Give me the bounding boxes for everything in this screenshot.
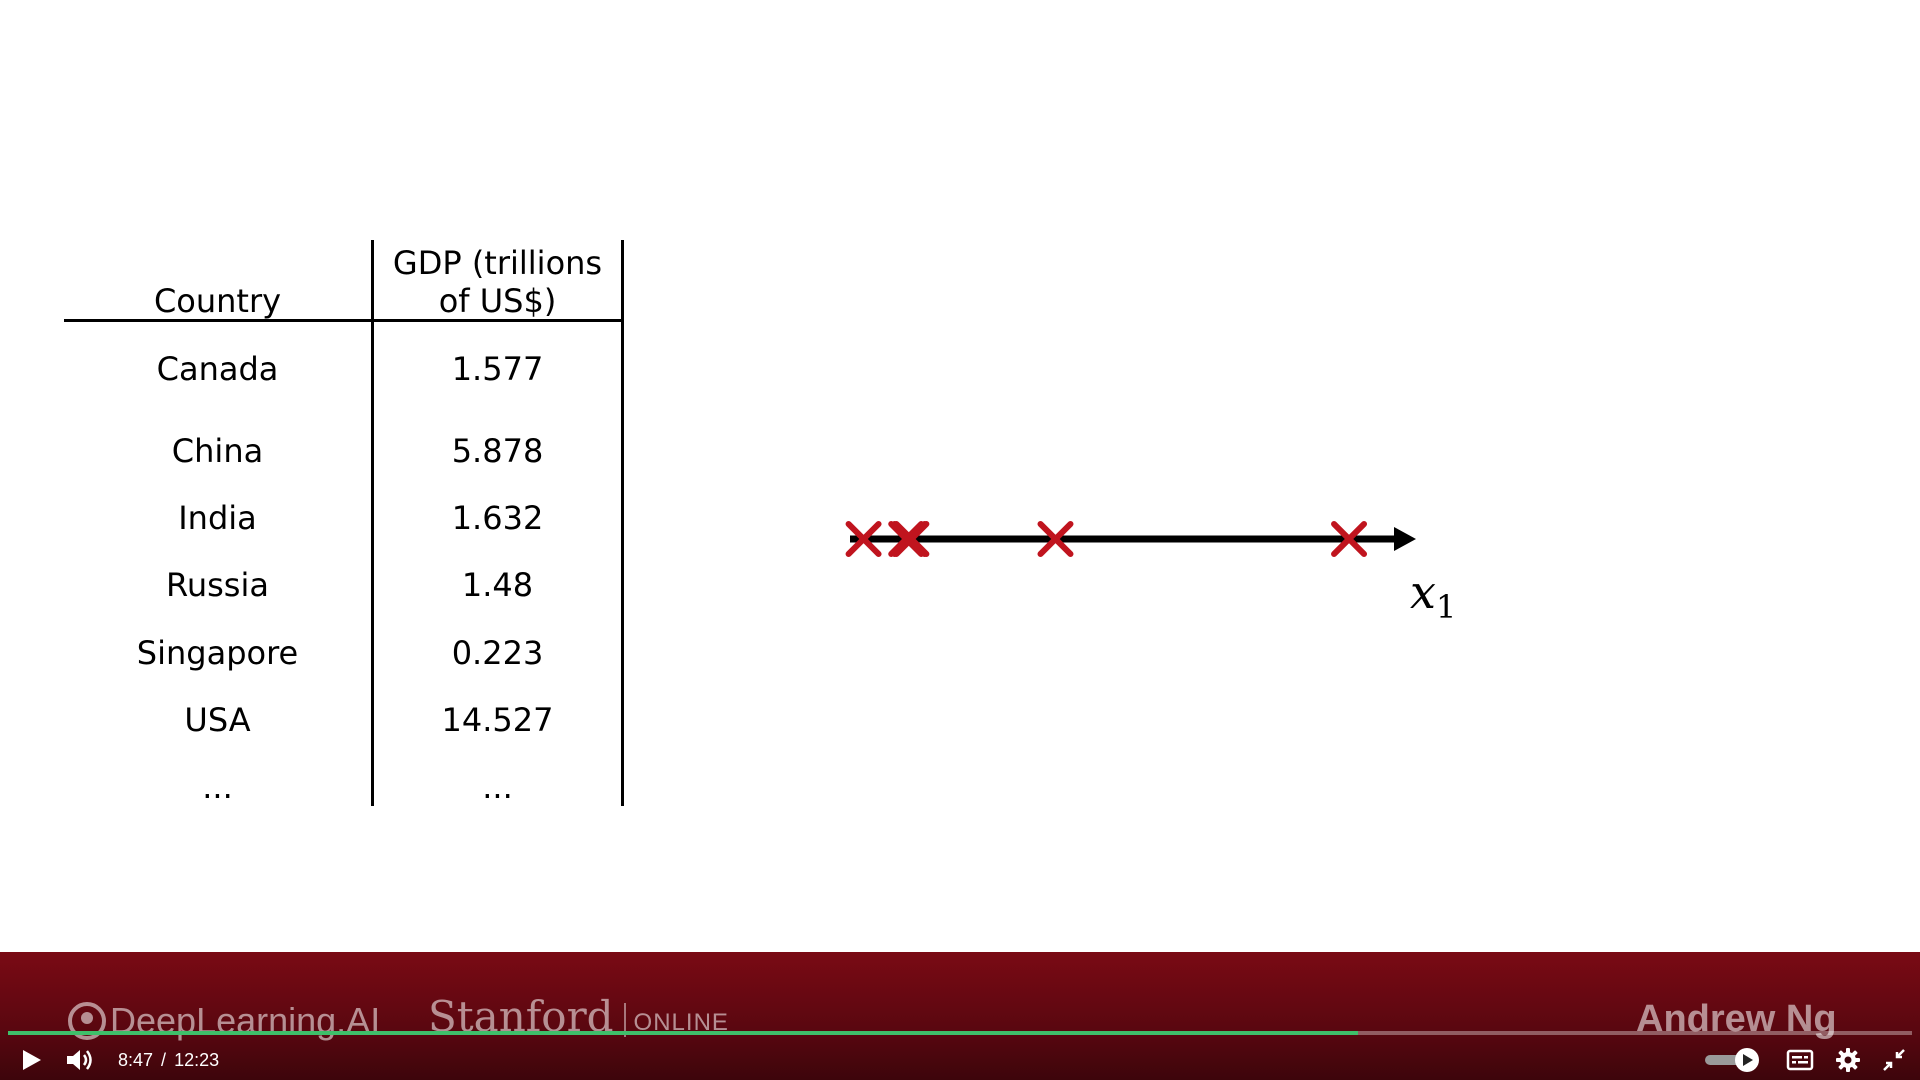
table-row-country: Russia bbox=[166, 566, 269, 604]
data-point-marker bbox=[845, 521, 882, 557]
data-markers bbox=[845, 521, 1368, 557]
volume-button[interactable] bbox=[60, 1040, 100, 1080]
volume-icon bbox=[67, 1050, 92, 1070]
autoplay-toggle-icon bbox=[1705, 1048, 1759, 1072]
data-point-marker bbox=[1037, 521, 1074, 557]
table-row-gdp: 5.878 bbox=[451, 432, 544, 470]
table-row-gdp: 1.48 bbox=[461, 566, 534, 604]
axis-label-var: x bbox=[1410, 565, 1436, 619]
table-row-gdp: 14.527 bbox=[441, 701, 554, 739]
table-row-country: India bbox=[178, 499, 257, 537]
axis-label-subscript: 1 bbox=[1435, 588, 1457, 626]
progress-bar[interactable] bbox=[8, 1031, 1912, 1035]
settings-button[interactable] bbox=[1828, 1040, 1868, 1080]
progress-bar-fill bbox=[8, 1031, 1358, 1035]
data-point-marker bbox=[893, 521, 930, 557]
table-column-divider bbox=[371, 240, 374, 806]
table-row-gdp: ... bbox=[482, 768, 513, 806]
play-icon bbox=[23, 1050, 41, 1070]
table-row-country: Singapore bbox=[136, 634, 299, 672]
table-row-country: Canada bbox=[156, 350, 279, 388]
gdp-table: Country GDP (trillions of US$) Canada 1.… bbox=[64, 240, 624, 806]
time-separator: / bbox=[161, 1049, 167, 1070]
play-button[interactable] bbox=[14, 1040, 50, 1080]
deeplearning-ai-logo: DeepLearning.AI bbox=[68, 1000, 380, 1042]
stanford-divider bbox=[623, 1003, 626, 1037]
brand-bar bbox=[0, 952, 1920, 1080]
exit-fullscreen-icon bbox=[1883, 1049, 1905, 1071]
current-time: 8:47 bbox=[118, 1049, 154, 1070]
captions-button[interactable] bbox=[1780, 1040, 1820, 1080]
table-row-gdp: 0.223 bbox=[451, 634, 544, 672]
table-row-country: ... bbox=[202, 768, 233, 806]
deeplearning-logo-icon bbox=[68, 1002, 106, 1040]
header-gdp: GDP (trillions of US$) bbox=[374, 244, 621, 320]
header-gdp-line2: of US$) bbox=[438, 282, 557, 320]
table-row-country: China bbox=[171, 432, 264, 470]
axis-label-x1: x1 bbox=[1410, 565, 1456, 626]
instructor-name: Andrew Ng bbox=[1636, 998, 1837, 1040]
table-row-country: USA bbox=[184, 701, 251, 739]
table-row-gdp: 1.577 bbox=[451, 350, 544, 388]
slide: Country GDP (trillions of US$) Canada 1.… bbox=[64, 240, 1457, 806]
data-point-marker bbox=[1331, 521, 1368, 557]
captions-icon bbox=[1786, 1049, 1814, 1071]
table-row-gdp: 1.632 bbox=[451, 499, 544, 537]
gear-icon bbox=[1836, 1048, 1860, 1072]
autoplay-toggle[interactable] bbox=[1700, 1040, 1764, 1080]
deeplearning-logo-text: DeepLearning.AI bbox=[110, 1000, 381, 1041]
exit-fullscreen-button[interactable] bbox=[1874, 1040, 1914, 1080]
number-line bbox=[845, 521, 1416, 557]
duration: 12:23 bbox=[174, 1049, 220, 1070]
table-header-divider bbox=[64, 319, 624, 322]
header-gdp-line1: GDP (trillions bbox=[392, 244, 603, 282]
table-right-border bbox=[621, 240, 624, 806]
player-controls: 8:47 / 12:23 bbox=[0, 1040, 1920, 1080]
axis-arrowhead bbox=[1394, 527, 1416, 551]
time-display: 8:47 / 12:23 bbox=[118, 1040, 219, 1080]
header-country: Country bbox=[153, 282, 282, 320]
